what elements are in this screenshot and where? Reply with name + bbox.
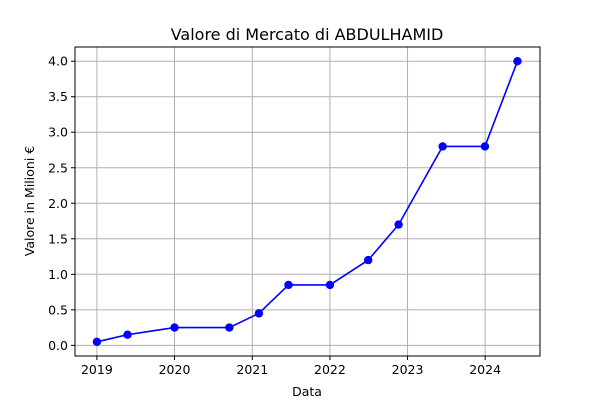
y-tick-label: 0.5: [48, 302, 68, 317]
data-point: [92, 337, 102, 346]
plot-frame: [74, 46, 541, 357]
x-tick-label: 2023: [392, 362, 424, 377]
x-tick-label: 2019: [81, 362, 113, 377]
grid-layer: [75, 47, 540, 356]
data-point: [225, 323, 234, 332]
x-tick-label: 2020: [159, 362, 191, 377]
data-point: [480, 142, 490, 151]
data-point: [284, 280, 293, 290]
data-point: [123, 330, 132, 339]
y-tick-label: 3.0: [48, 125, 68, 140]
data-point: [325, 280, 335, 290]
x-tick-label: 2022: [314, 362, 346, 377]
y-tick-label: 4.0: [48, 54, 68, 69]
data-point: [254, 309, 264, 318]
y-tick-label: 1.5: [48, 231, 68, 246]
tick-layer: 2019 2020 2021 2022 2023 2024 0.0 0.5 1.0 1.5 2.0 2…: [48, 54, 501, 377]
chart-title: Valore di Mercato di ABDULHAMID: [171, 25, 444, 44]
data-point: [438, 142, 447, 151]
data-point: [364, 255, 373, 265]
y-tick-label: 2.0: [48, 196, 68, 211]
x-tick-label: 2021: [236, 362, 268, 377]
y-tick-label: 0.0: [48, 338, 68, 353]
y-tick-label: 1.0: [48, 267, 68, 282]
y-tick-label: 2.5: [48, 160, 68, 175]
series-layer: [92, 57, 522, 346]
data-point: [394, 220, 403, 229]
data-point: [513, 57, 522, 66]
y-axis-label: Valore in Milioni €: [22, 146, 37, 256]
x-axis-label: Data: [292, 384, 322, 399]
x-tick-label: 2024: [469, 362, 501, 377]
y-tick-label: 3.5: [48, 89, 68, 104]
data-point: [170, 323, 179, 332]
series-line: [96, 60, 519, 343]
